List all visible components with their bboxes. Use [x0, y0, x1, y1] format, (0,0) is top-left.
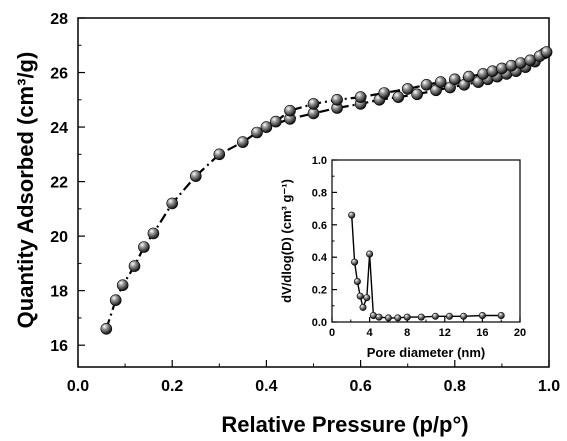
data-point	[434, 76, 447, 88]
data-point	[378, 87, 391, 99]
data-point	[116, 279, 129, 292]
data-point	[269, 115, 282, 128]
y-tick-label: 0.8	[312, 187, 327, 199]
data-point	[251, 126, 263, 139]
y-tick-label: 1.0	[312, 155, 327, 167]
data-point	[100, 322, 113, 335]
data-point	[431, 312, 439, 320]
data-point	[190, 170, 202, 182]
data-point	[307, 98, 320, 110]
y-tick-label: 0.0	[312, 317, 327, 329]
main-axis-ticks	[77, 17, 550, 367]
data-point	[384, 314, 392, 322]
y-tick-label: 0.6	[312, 220, 327, 232]
data-point	[354, 91, 367, 103]
data-point	[420, 79, 433, 91]
inset-series-points	[348, 211, 505, 322]
data-point	[260, 121, 273, 133]
inset-x-tick-labels: 0 4 8 12 16 20	[329, 327, 526, 339]
y-tick-label: 26	[50, 66, 68, 83]
x-tick-label: 0	[329, 327, 335, 339]
x-tick-label: 0.0	[67, 378, 89, 395]
y-tick-label: 22	[50, 175, 68, 192]
inset-axis-ticks	[331, 159, 521, 323]
x-tick-label: 0.8	[444, 378, 466, 395]
data-point	[356, 292, 364, 300]
x-tick-label: 0.2	[161, 378, 183, 395]
x-axis-title: Relative Pressure (p/p°)	[221, 412, 468, 437]
data-point	[497, 311, 505, 319]
data-point	[366, 250, 374, 258]
data-point	[138, 241, 150, 253]
data-point	[359, 303, 367, 311]
y-tick-label: 24	[50, 120, 68, 137]
data-point	[128, 260, 141, 272]
x-tick-label: 20	[514, 327, 526, 339]
data-point	[448, 73, 461, 86]
inset-background	[320, 160, 520, 322]
x-tick-label: 0.4	[255, 378, 277, 395]
y-axis-title: Quantity Adsorbed (cm³/g)	[13, 52, 38, 329]
main-series-points	[100, 46, 553, 335]
y-tick-label: 20	[50, 229, 68, 246]
data-point	[353, 277, 361, 285]
data-point	[417, 313, 425, 321]
data-point	[237, 136, 249, 148]
y-tick-label: 0.4	[312, 252, 328, 264]
data-point	[166, 197, 178, 210]
y-tick-label: 0.2	[312, 285, 327, 297]
data-point	[401, 83, 414, 95]
data-point	[540, 46, 553, 58]
data-point	[403, 313, 411, 321]
x-tick-label: 16	[476, 327, 488, 339]
y-tick-label: 28	[50, 11, 68, 28]
data-point	[284, 104, 296, 117]
inset-y-axis-title: dV/dlog(D) (cm³ g⁻¹)	[279, 179, 294, 303]
x-tick-label: 4	[367, 327, 374, 339]
data-point	[411, 88, 423, 101]
main-y-tick-labels: 16 18 20 22 24 26 28	[50, 11, 68, 355]
data-point	[351, 258, 359, 266]
data-point	[331, 94, 343, 106]
data-point	[147, 227, 160, 240]
y-tick-label: 18	[50, 284, 68, 301]
data-point	[478, 311, 486, 319]
data-point	[375, 313, 383, 321]
data-point	[213, 148, 226, 161]
x-tick-label: 12	[439, 327, 451, 339]
y-tick-label: 16	[50, 338, 68, 355]
data-point	[445, 312, 453, 320]
x-tick-label: 1.0	[538, 378, 560, 395]
inset-x-axis-title: Pore diameter (nm)	[367, 345, 485, 360]
main-x-tick-labels: 0.0 0.2 0.4 0.6 0.8 1.0	[67, 378, 560, 395]
data-point	[392, 91, 405, 103]
x-tick-label: 8	[404, 327, 410, 339]
data-point	[463, 70, 475, 83]
data-point	[460, 312, 468, 320]
inset-y-tick-labels: 0.0 0.2 0.4 0.6 0.8 1.0	[312, 155, 328, 329]
data-point	[363, 294, 371, 302]
data-point	[348, 211, 356, 219]
data-point	[109, 294, 122, 307]
x-tick-label: 0.6	[349, 378, 371, 395]
data-point	[394, 314, 402, 322]
